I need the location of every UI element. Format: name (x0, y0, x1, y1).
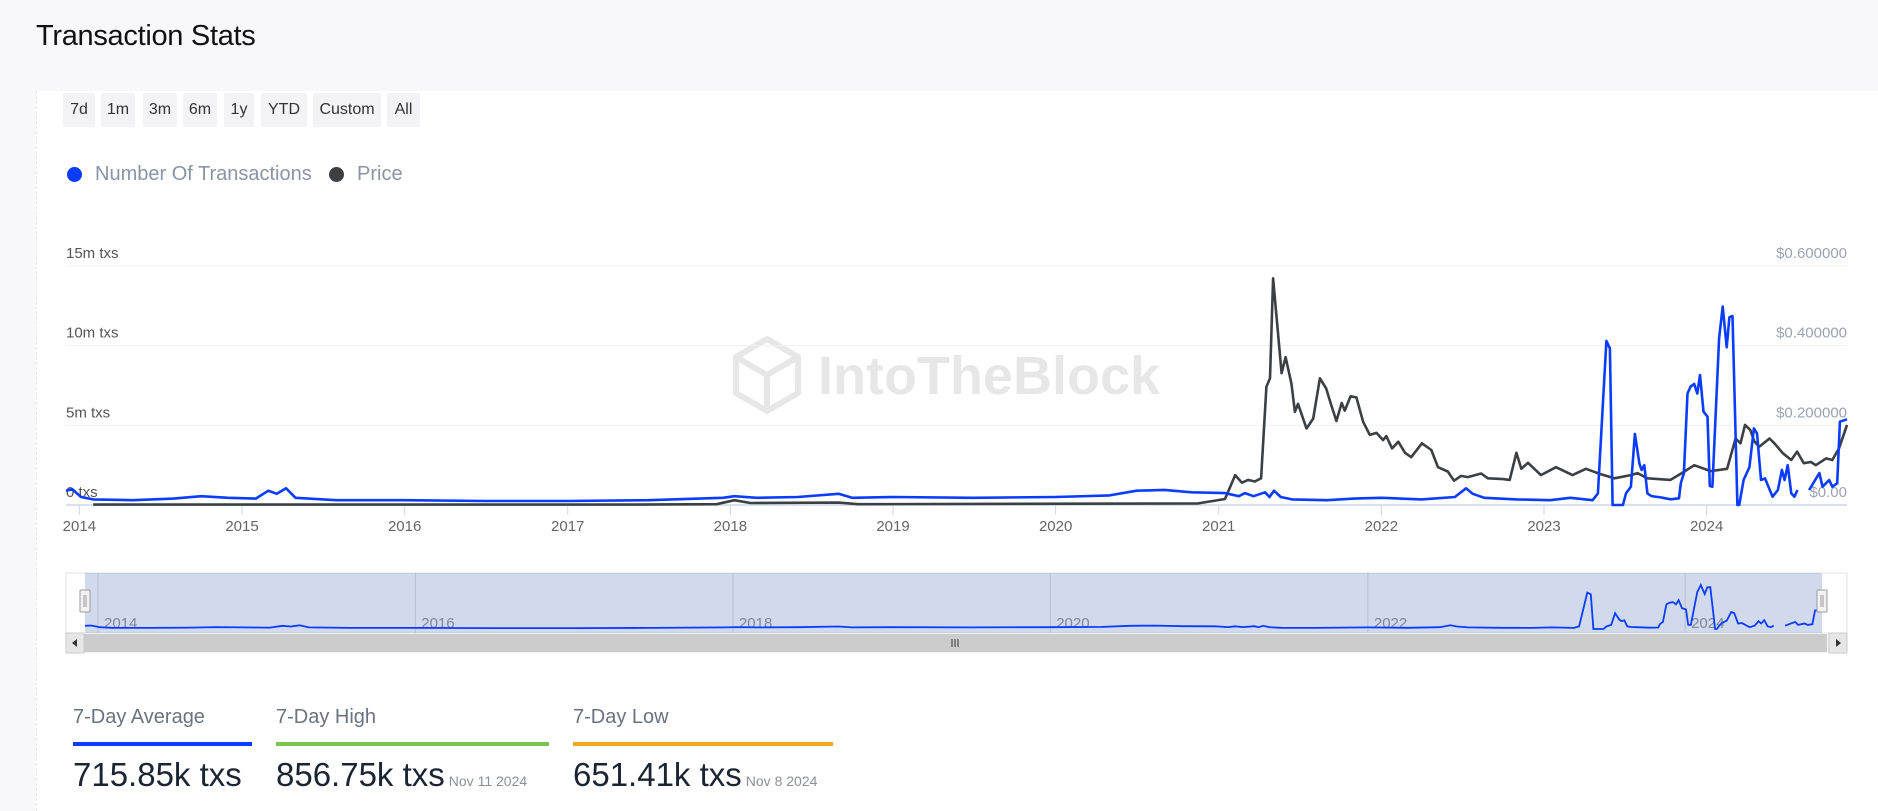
stat-underline (276, 742, 549, 746)
y-left-tick-label: 5m txs (66, 404, 110, 421)
stat-date: Nov 11 2024 (448, 773, 528, 789)
range-custom-button[interactable]: Custom (313, 93, 381, 127)
chart-card (36, 91, 1878, 811)
x-tick-label: 2024 (1690, 518, 1723, 535)
navigator-background (65, 572, 1848, 634)
x-tick-label: 2015 (225, 518, 258, 535)
y-right-tick-label: $0.600000 (1776, 245, 1847, 262)
y-right-tick-label: $0.00 (1809, 484, 1847, 501)
navigator-series-line (84, 582, 1823, 630)
range-all-button[interactable]: All (387, 93, 420, 127)
x-tick-label: 2020 (1039, 518, 1072, 535)
scrollbar[interactable] (65, 632, 1848, 654)
stat-value: 651.41k txs Nov 8 2024 (573, 756, 817, 794)
stat-value-text: 651.41k txs (573, 756, 742, 793)
y-right-tick-label: $0.400000 (1776, 325, 1847, 342)
x-tick-label: 2016 (388, 518, 421, 535)
legend-dot-icon (67, 166, 82, 182)
intotheblock-logo-icon (733, 335, 801, 415)
series-line-number-of-transactions (65, 305, 1848, 507)
right-axis: $0.00 $0.200000 $0.400000 $0.600000 (1776, 245, 1847, 501)
legend-item-price[interactable]: Price (329, 162, 403, 186)
navigator-left-handle[interactable] (79, 589, 91, 613)
stat-label: 7-Day Average (73, 706, 205, 728)
scrollbar-grip-icon (951, 639, 959, 647)
x-tick-label: 2014 (63, 518, 96, 535)
stat-value-text: 715.85k txs (73, 756, 242, 793)
x-axis: 2014 2015 2016 2017 2018 2019 2020 2021 2022 2023… (63, 505, 1723, 535)
range-6m-button[interactable]: 6m (183, 93, 217, 127)
y-left-tick-label: 15m txs (66, 245, 119, 262)
range-7d-button[interactable]: 7d (63, 93, 95, 127)
navigator-selection-mask[interactable] (85, 573, 1822, 633)
stat-value: 856.75k txs Nov 11 2024 (276, 756, 527, 794)
navigator[interactable]: 201420162018202020222024 (65, 572, 1848, 634)
x-tick-label: 2019 (876, 518, 909, 535)
stat-underline (73, 742, 252, 746)
page-title: Transaction Stats (36, 20, 256, 52)
x-tick-label: 2018 (714, 518, 747, 535)
y-left-tick-label: 0 txs (66, 484, 98, 501)
watermark: IntoTheBlock (733, 335, 1161, 415)
range-1m-button[interactable]: 1m (101, 93, 135, 127)
series-line-price (93, 277, 1849, 506)
stat-label: 7-Day High (276, 706, 377, 728)
legend-item-transactions[interactable]: Number Of Transactions (67, 162, 312, 186)
navigator-tick-label: 2024 (1691, 615, 1724, 632)
legend-dot-icon (329, 166, 344, 182)
navigator-right-handle[interactable] (1816, 589, 1828, 613)
x-tick-label: 2022 (1365, 518, 1398, 535)
left-axis: 0 txs 5m txs 10m txs 15m txs (66, 245, 119, 501)
watermark-text: IntoTheBlock (818, 346, 1161, 406)
stat-value: 715.85k txs (73, 756, 242, 794)
x-tick-label: 2023 (1527, 518, 1560, 535)
stat-label: 7-Day Low (573, 706, 669, 728)
series-group (65, 277, 1849, 507)
stat-date: Nov 8 2024 (745, 773, 818, 789)
legend-label: Number Of Transactions (95, 162, 312, 185)
range-3m-button[interactable]: 3m (143, 93, 177, 127)
range-ytd-button[interactable]: YTD (261, 93, 307, 127)
arrow-right-icon (1836, 639, 1841, 647)
legend-label: Price (357, 162, 403, 185)
y-left-tick-label: 10m txs (66, 325, 119, 342)
y-right-tick-label: $0.200000 (1776, 404, 1847, 421)
stat-underline (573, 742, 833, 746)
range-1y-button[interactable]: 1y (224, 93, 254, 127)
x-tick-label: 2017 (551, 518, 584, 535)
x-tick-label: 2021 (1202, 518, 1235, 535)
stat-value-text: 856.75k txs (276, 756, 445, 793)
arrow-left-icon (72, 639, 77, 647)
